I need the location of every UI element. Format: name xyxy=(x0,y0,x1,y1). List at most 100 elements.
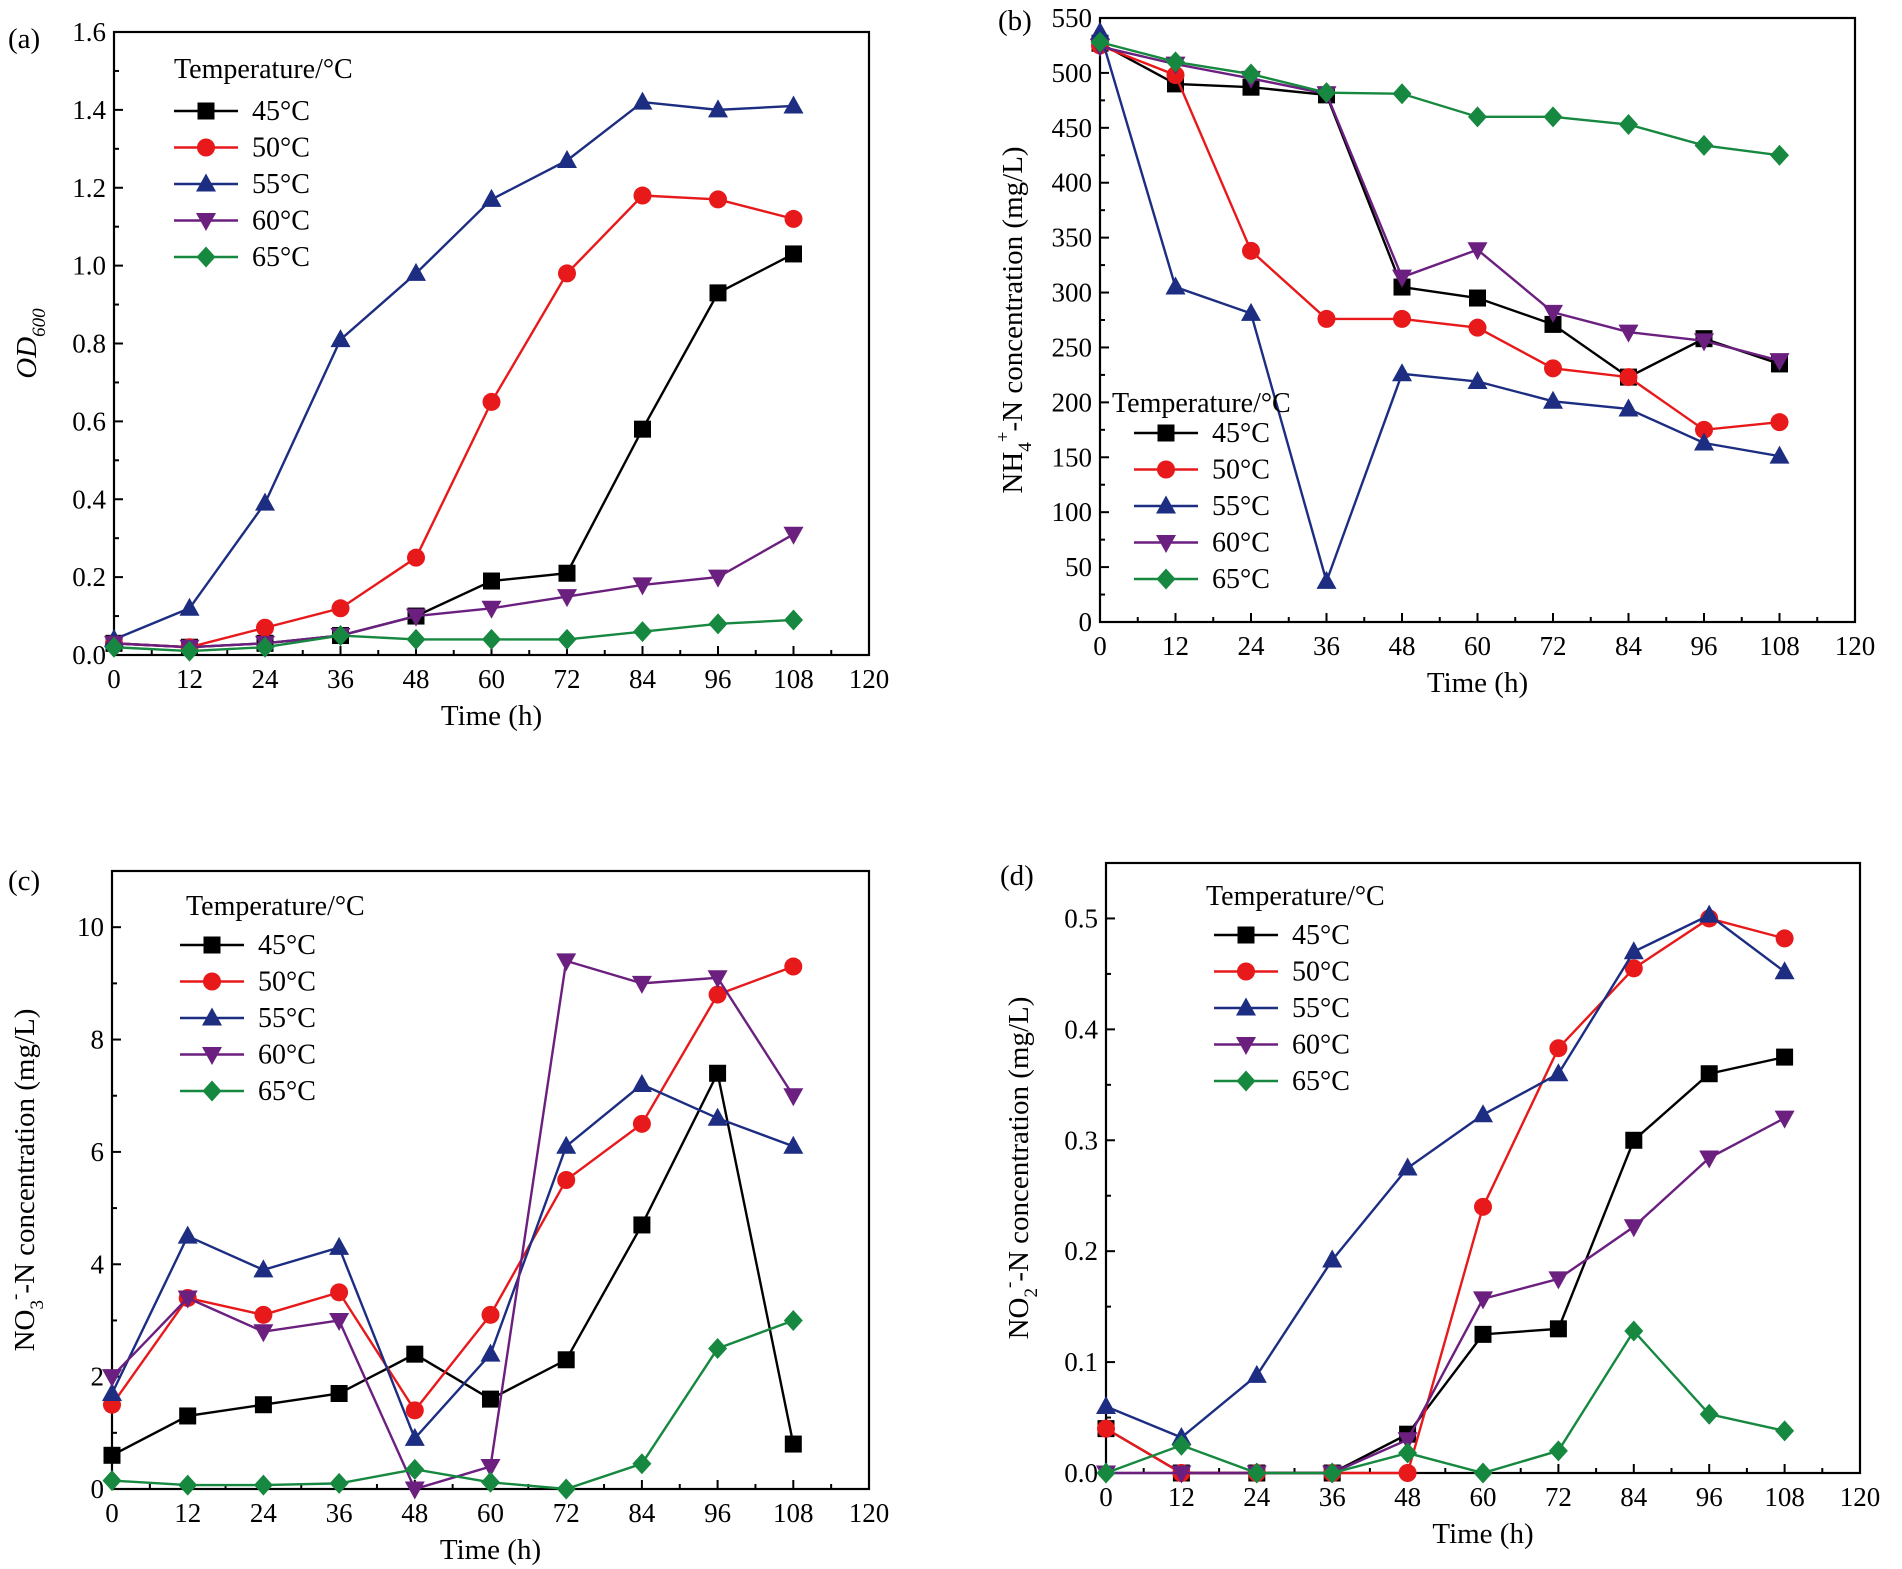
data-point xyxy=(1165,276,1186,295)
data-point xyxy=(104,636,124,658)
data-point xyxy=(1474,1197,1492,1216)
data-point xyxy=(1770,413,1789,432)
data-point xyxy=(180,640,199,662)
y-tick-label: 100 xyxy=(1052,497,1093,527)
data-point xyxy=(1247,1462,1267,1484)
y-axis-label-prefix: NH xyxy=(997,452,1029,494)
data-point xyxy=(633,1216,651,1234)
data-point xyxy=(481,188,502,207)
x-tick-label: 36 xyxy=(1313,631,1340,661)
y-tick-label: 200 xyxy=(1052,387,1093,417)
series-line xyxy=(111,1319,794,1491)
series-line xyxy=(113,194,794,649)
chart-panel-a: (a) 0 12 24 36 48 60 72 84 96 108 120 0.0 0.2 0.4 0.6 0.… xyxy=(8,17,889,732)
data-point xyxy=(1322,1462,1342,1484)
y-tick-label: 10 xyxy=(77,912,104,942)
data-point xyxy=(1775,1420,1795,1442)
legend-entry: 65°C xyxy=(258,1076,316,1107)
y-tick-label: 250 xyxy=(1052,332,1093,362)
data-point xyxy=(331,599,350,618)
x-tick-label: 108 xyxy=(1759,631,1800,661)
data-point xyxy=(1090,21,1110,40)
data-point xyxy=(1776,1048,1794,1066)
data-point xyxy=(1393,309,1411,328)
data-point xyxy=(783,1088,804,1107)
series-line xyxy=(113,252,795,649)
legend-marker xyxy=(1237,926,1255,944)
series-line xyxy=(113,100,794,641)
data-point xyxy=(1694,333,1714,352)
y-axis-label-sup: - xyxy=(999,1282,1020,1288)
y-axis-label-suffix: -N concentration (mg/L) xyxy=(9,1009,41,1294)
data-point xyxy=(557,628,577,650)
legend-entry: 45°C xyxy=(1212,418,1270,449)
data-point xyxy=(1392,363,1412,382)
panel-label: (a) xyxy=(8,23,40,55)
y-tick-label: 450 xyxy=(1052,113,1093,143)
chart-panel-b: (b) 0 12 24 36 48 60 72 84 96 108 120 0 50 100 150 200 25… xyxy=(993,3,1875,699)
data-point xyxy=(330,329,351,348)
data-point xyxy=(783,1135,804,1154)
x-tick-label: 84 xyxy=(1615,631,1643,661)
data-point xyxy=(482,392,501,411)
data-point xyxy=(707,970,728,989)
data-point xyxy=(482,628,501,650)
data-point xyxy=(178,1474,198,1496)
y-tick-label: 1.6 xyxy=(72,17,106,47)
panel-label: (c) xyxy=(8,865,40,897)
legend-marker xyxy=(203,936,221,954)
x-tick-label: 48 xyxy=(403,664,430,694)
data-point xyxy=(557,589,577,608)
y-tick-label: 0.5 xyxy=(1064,903,1098,933)
series-line xyxy=(110,1083,794,1441)
x-tick-label: 36 xyxy=(326,1498,353,1528)
series-50 xyxy=(1097,909,1794,1482)
legend-marker xyxy=(1236,997,1256,1016)
data-point xyxy=(102,1470,122,1492)
legend-marker xyxy=(202,1080,222,1102)
legend-title: Temperature/°C xyxy=(1112,388,1291,419)
legend: Temperature/°C 45°C 50°C 55°C 60°C 65°C xyxy=(1206,881,1385,1097)
data-point xyxy=(482,1390,499,1408)
data-point xyxy=(254,1305,273,1324)
data-point xyxy=(1397,1432,1418,1451)
legend-entry: 55°C xyxy=(1292,993,1350,1024)
legend-entry: 50°C xyxy=(252,133,310,164)
data-point xyxy=(558,564,576,582)
x-tick-label: 24 xyxy=(250,1498,278,1528)
x-tick-label: 24 xyxy=(252,664,280,694)
data-point xyxy=(1171,1434,1191,1456)
data-point xyxy=(633,621,652,643)
x-tick-label: 12 xyxy=(176,664,203,694)
data-point xyxy=(1543,304,1563,323)
series-line xyxy=(1106,1117,1786,1475)
y-axis-label: NO2--N concentration (mg/L) xyxy=(999,997,1042,1340)
series-line xyxy=(1099,42,1780,379)
data-point xyxy=(1544,315,1562,333)
y-tick-label: 0 xyxy=(91,1474,105,1504)
x-tick-label: 0 xyxy=(107,664,121,694)
y-axis-label-suffix: -N concentration (mg/L) xyxy=(1003,997,1035,1282)
data-point xyxy=(407,548,425,567)
y-tick-label: 0.0 xyxy=(72,640,106,670)
y-tick-label: 0.4 xyxy=(1064,1014,1098,1044)
data-point xyxy=(481,600,502,619)
x-axis-label: Time (h) xyxy=(1432,1518,1533,1550)
legend-marker xyxy=(1236,1037,1256,1055)
legend-marker xyxy=(1156,495,1176,514)
data-point xyxy=(708,613,728,635)
legend-entry: 55°C xyxy=(258,1003,316,1034)
data-point xyxy=(784,957,803,976)
data-point xyxy=(1543,390,1563,409)
data-point xyxy=(404,1481,425,1500)
data-point xyxy=(253,1474,273,1496)
data-point xyxy=(709,1064,727,1082)
data-point xyxy=(1468,106,1487,128)
x-tick-label: 48 xyxy=(1389,631,1416,661)
data-point xyxy=(1096,1395,1116,1414)
data-point xyxy=(709,284,727,302)
y-tick-label: 350 xyxy=(1052,223,1093,253)
data-point xyxy=(1619,114,1638,136)
data-point xyxy=(102,1369,122,1388)
